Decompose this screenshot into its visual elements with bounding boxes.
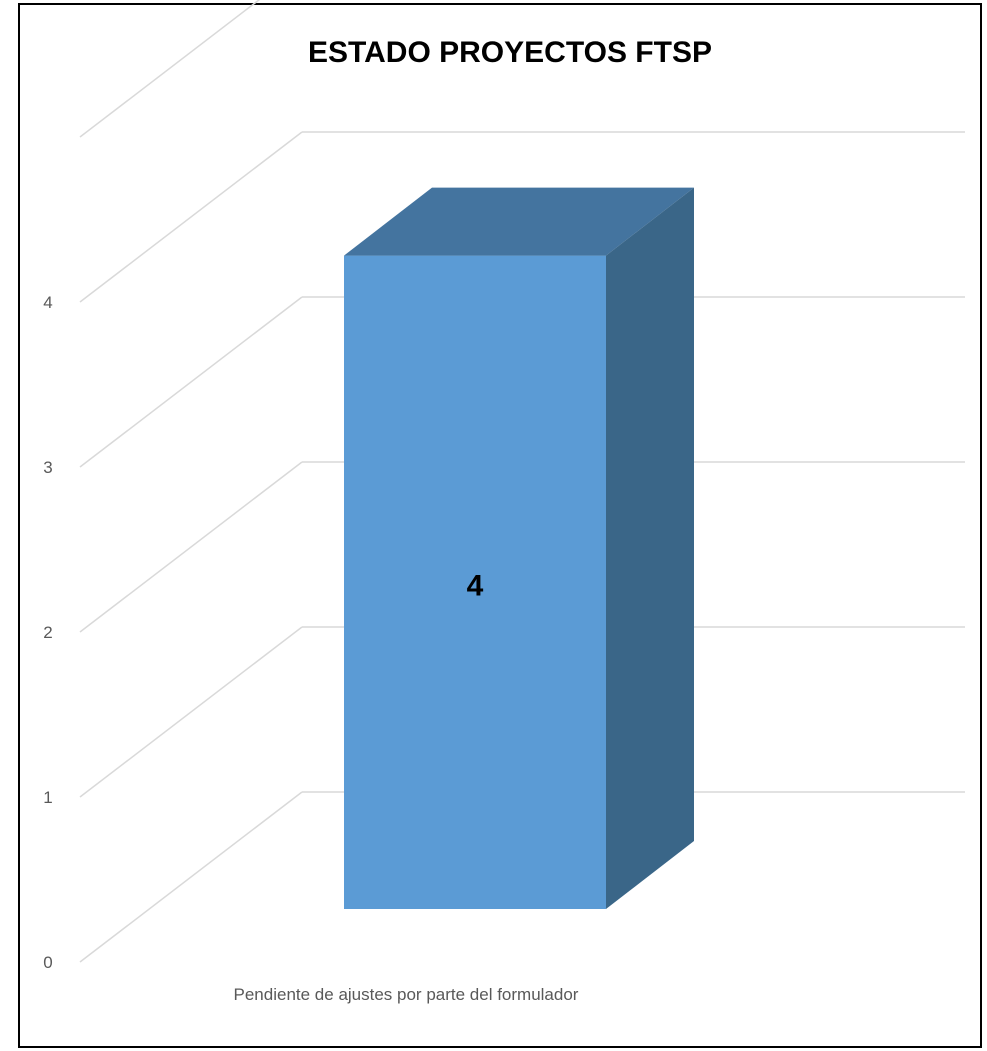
y-tick-label: 1: [43, 788, 52, 807]
bar-front: [344, 255, 606, 910]
gridline-side: [79, 626, 303, 798]
bar-top: [344, 187, 694, 256]
y-tick-label: 2: [43, 623, 52, 642]
y-axis-ticks: 0 1 2 3 4: [43, 293, 52, 972]
gridline-side: [79, 296, 303, 468]
data-label: 4: [467, 569, 484, 602]
y-tick-label: 3: [43, 458, 52, 477]
gridline-side: [79, 131, 303, 303]
gridline-side: [79, 0, 261, 138]
bars: 4: [344, 187, 694, 910]
gridline-side: [79, 791, 303, 963]
gridline-side: [79, 461, 303, 633]
x-axis-categories: Pendiente de ajustes por parte del formu…: [234, 985, 579, 1004]
y-tick-label: 0: [43, 953, 52, 972]
category-label: Pendiente de ajustes por parte del formu…: [234, 985, 579, 1004]
y-tick-label: 4: [43, 293, 52, 312]
bar-side: [606, 187, 694, 910]
chart-title: ESTADO PROYECTOS FTSP: [308, 36, 712, 69]
